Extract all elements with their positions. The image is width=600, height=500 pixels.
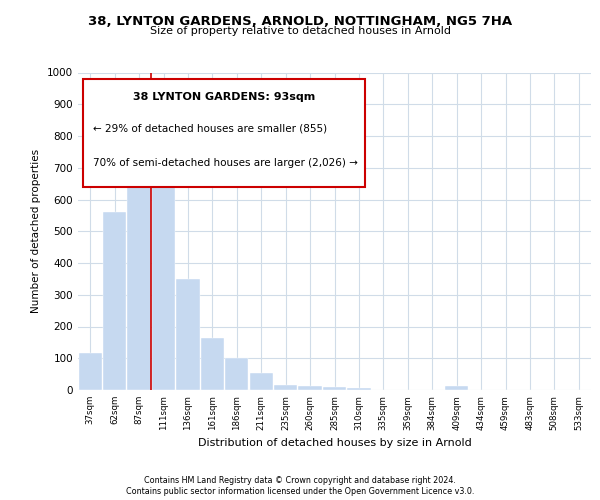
FancyBboxPatch shape bbox=[83, 79, 365, 187]
Bar bbox=[152, 146, 175, 390]
Text: 70% of semi-detached houses are larger (2,026) →: 70% of semi-detached houses are larger (… bbox=[94, 158, 358, 168]
Y-axis label: Number of detached properties: Number of detached properties bbox=[31, 149, 41, 314]
Bar bbox=[127, 142, 151, 390]
Bar bbox=[225, 358, 248, 390]
Bar bbox=[250, 372, 273, 390]
Text: 38, LYNTON GARDENS, ARNOLD, NOTTINGHAM, NG5 7HA: 38, LYNTON GARDENS, ARNOLD, NOTTINGHAM, … bbox=[88, 15, 512, 28]
Bar bbox=[79, 354, 102, 390]
Bar bbox=[103, 212, 126, 390]
Bar bbox=[323, 388, 346, 390]
Text: ← 29% of detached houses are smaller (855): ← 29% of detached houses are smaller (85… bbox=[94, 124, 328, 134]
X-axis label: Distribution of detached houses by size in Arnold: Distribution of detached houses by size … bbox=[197, 438, 472, 448]
Bar bbox=[298, 386, 322, 390]
Text: Contains HM Land Registry data © Crown copyright and database right 2024.: Contains HM Land Registry data © Crown c… bbox=[144, 476, 456, 485]
Text: Size of property relative to detached houses in Arnold: Size of property relative to detached ho… bbox=[149, 26, 451, 36]
Bar bbox=[347, 388, 371, 390]
Text: 38 LYNTON GARDENS: 93sqm: 38 LYNTON GARDENS: 93sqm bbox=[133, 92, 316, 102]
Text: Contains public sector information licensed under the Open Government Licence v3: Contains public sector information licen… bbox=[126, 487, 474, 496]
Bar bbox=[445, 386, 468, 390]
Bar bbox=[201, 338, 224, 390]
Bar bbox=[176, 279, 200, 390]
Bar bbox=[274, 385, 297, 390]
